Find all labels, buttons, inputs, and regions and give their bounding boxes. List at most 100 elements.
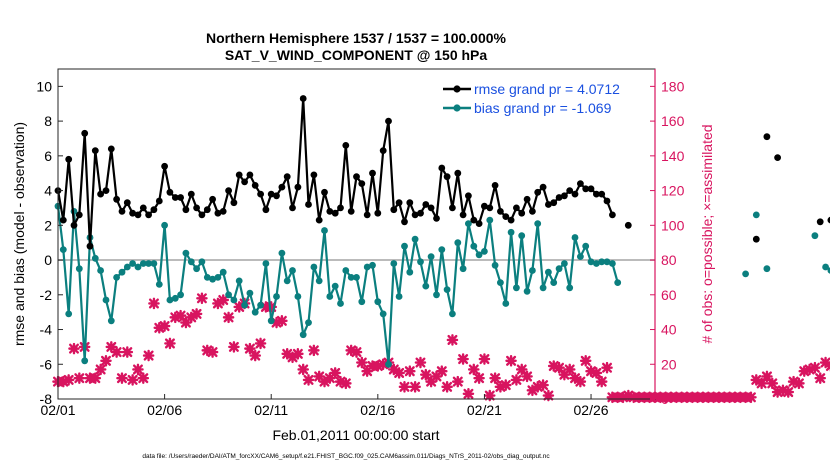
bias-point: [251, 308, 259, 316]
obs-marker: [73, 372, 86, 384]
x-tick-label: 02/11: [254, 402, 288, 418]
right-tick-label: 80: [661, 252, 677, 268]
rmse-point: [182, 206, 190, 214]
obs-marker: [462, 387, 475, 400]
obs-marker: [121, 346, 134, 358]
rmse-point: [454, 169, 462, 177]
bias-point: [497, 279, 504, 286]
obs-marker: [89, 372, 102, 384]
obs-marker: [537, 379, 549, 391]
obs-marker: [494, 381, 507, 393]
legend-rmse-label: rmse grand pr = 4.0712: [474, 81, 620, 97]
bias-point: [571, 234, 579, 241]
obs-marker: [483, 389, 496, 402]
rmse-point: [545, 201, 552, 208]
rmse-point: [65, 155, 73, 163]
obs-marker: [814, 372, 827, 384]
rmse-point: [577, 180, 584, 188]
obs-marker: [164, 337, 176, 350]
obs-marker: [793, 377, 805, 390]
obs-marker: [244, 342, 256, 355]
bias-point: [299, 331, 307, 339]
bias-point: [822, 263, 829, 271]
bias-point: [438, 246, 446, 254]
obs-marker: [803, 363, 816, 376]
obs-marker: [761, 370, 773, 383]
bias-point: [470, 242, 478, 250]
rmse-point: [523, 195, 531, 203]
bias-point: [811, 232, 819, 240]
bias-point: [321, 227, 328, 234]
x-tick-label: 02/26: [574, 402, 609, 418]
obs-marker: [569, 372, 581, 384]
obs-marker: [574, 375, 587, 388]
bias-point: [534, 220, 542, 228]
obs-marker: [617, 391, 629, 404]
obs-marker: [158, 320, 171, 332]
bias-point: [593, 260, 600, 267]
obs-marker: [595, 375, 608, 388]
obs-marker: [521, 370, 533, 383]
rmse-point: [459, 211, 467, 219]
rmse-point: [267, 190, 275, 198]
obs-marker: [308, 344, 320, 357]
obs-marker: [169, 311, 182, 324]
left-tick-label: 2: [44, 217, 52, 233]
rmse-point: [481, 202, 488, 210]
left-tick-label: 4: [44, 183, 52, 199]
rmse-point: [587, 185, 595, 193]
bias-point: [395, 293, 403, 300]
obs-marker: [585, 365, 597, 378]
rmse-point: [283, 173, 291, 181]
rmse-point: [603, 197, 611, 205]
rmse-point: [193, 204, 201, 212]
left-axis: -8 -6 -4 -2 0 2 4 6 8 10: [36, 78, 63, 407]
bias-point: [91, 254, 99, 262]
obs-marker: [393, 367, 405, 379]
rmse-point: [331, 209, 339, 217]
rmse-point: [326, 208, 334, 215]
bias-point: [225, 291, 233, 299]
rmse-point: [235, 171, 243, 179]
bias-point: [539, 284, 547, 292]
bias-point: [337, 300, 344, 307]
obs-marker: [132, 363, 144, 376]
bias-point: [139, 260, 147, 267]
obs-marker: [190, 308, 203, 320]
obs-marker: [105, 341, 118, 353]
rmse-point: [310, 171, 318, 179]
obs-marker: [212, 297, 224, 310]
rmse-point: [513, 204, 520, 212]
bias-point: [763, 265, 771, 273]
bias-point: [134, 263, 142, 271]
obs-marker: [771, 386, 784, 398]
rmse-point: [257, 190, 264, 198]
bias-point: [363, 263, 371, 271]
obs-marker: [388, 363, 400, 376]
bias-point: [305, 319, 312, 326]
bias-point: [827, 267, 830, 274]
bias-point: [331, 282, 339, 290]
obs-marker: [174, 309, 187, 322]
obs-marker: [116, 372, 128, 384]
rmse-point: [107, 145, 115, 153]
bias-point: [427, 253, 435, 260]
bias-line-segment: [824, 266, 830, 272]
obs-marker: [196, 292, 208, 305]
bias-point: [401, 242, 408, 250]
rmse-point: [219, 208, 227, 215]
bias-point: [198, 258, 206, 266]
rmse-point: [518, 209, 526, 217]
rmse-point: [550, 199, 558, 207]
plot-area: [58, 69, 655, 399]
obs-marker: [750, 374, 763, 386]
rmse-point: [433, 215, 440, 222]
bias-point: [113, 274, 120, 281]
bias-point: [353, 274, 360, 281]
bias-point: [129, 260, 137, 267]
rmse-point: [97, 190, 104, 198]
bias-point: [155, 281, 163, 288]
rmse-point: [262, 206, 270, 214]
obs-marker: [350, 346, 363, 358]
rmse-point: [166, 188, 174, 196]
